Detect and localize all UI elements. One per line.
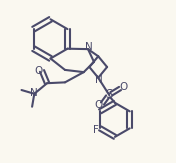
Text: S: S [106,88,113,101]
Text: O: O [34,66,43,76]
Text: O: O [95,100,103,110]
Text: N: N [95,75,103,85]
Text: O: O [120,82,128,92]
Text: N: N [85,42,93,52]
Text: F: F [93,125,99,135]
Text: N: N [30,88,38,98]
